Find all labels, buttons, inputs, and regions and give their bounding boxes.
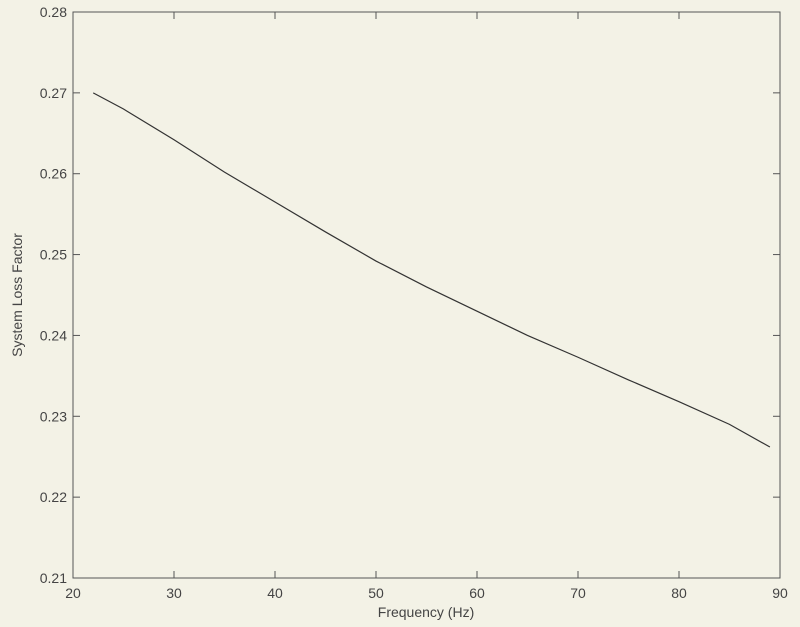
y-tick-label: 0.24 — [40, 327, 67, 343]
y-axis: 0.21 0.22 0.23 0.24 0.25 0.26 0.27 0.28 — [40, 4, 780, 586]
x-tick-label: 20 — [65, 585, 81, 601]
x-tick-label: 50 — [368, 585, 384, 601]
y-tick-label: 0.27 — [40, 85, 67, 101]
x-axis-label: Frequency (Hz) — [378, 604, 474, 620]
x-tick-label: 80 — [671, 585, 687, 601]
x-axis: 20 30 40 50 60 70 80 90 — [65, 12, 788, 601]
y-tick-label: 0.26 — [40, 166, 67, 182]
x-tick-label: 60 — [469, 585, 485, 601]
y-tick-label: 0.25 — [40, 247, 67, 263]
x-tick-label: 70 — [570, 585, 586, 601]
x-tick-label: 90 — [772, 585, 788, 601]
y-tick-label: 0.28 — [40, 4, 67, 20]
y-tick-label: 0.23 — [40, 408, 67, 424]
x-tick-label: 40 — [267, 585, 283, 601]
y-tick-label: 0.21 — [40, 570, 67, 586]
plot-frame — [72, 11, 781, 579]
y-tick-label: 0.22 — [40, 489, 67, 505]
series-line — [92, 92, 771, 448]
y-axis-label: System Loss Factor — [9, 233, 25, 357]
x-tick-label: 30 — [166, 585, 182, 601]
